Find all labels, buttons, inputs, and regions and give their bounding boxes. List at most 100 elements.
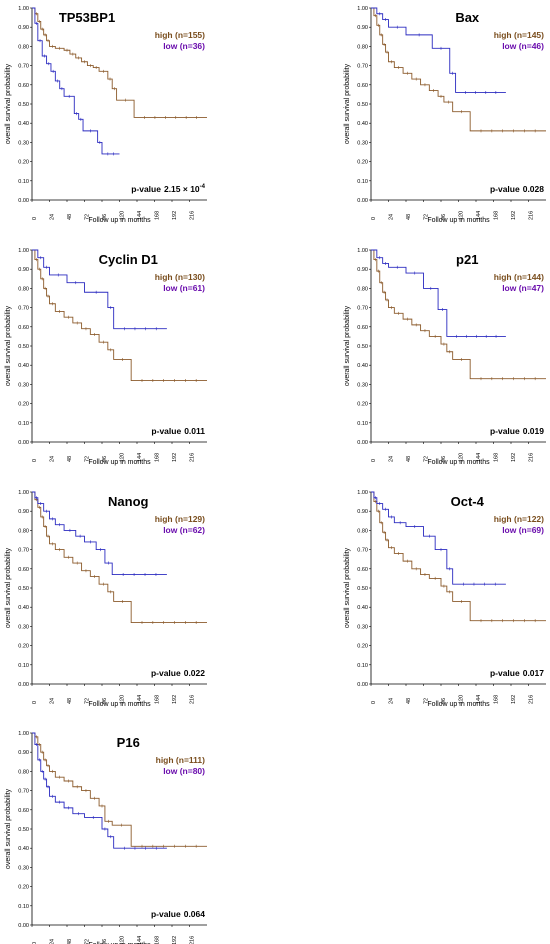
y-tick-label: 0.60	[18, 325, 29, 331]
y-axis-title: overall survival probability	[5, 63, 12, 144]
y-tick-label: 0.30	[357, 382, 368, 388]
y-tick-label: 0.50	[18, 827, 29, 833]
x-tick-label: 96	[102, 214, 108, 220]
y-tick-label: 0.10	[18, 904, 29, 910]
legend-high: high (n=111)	[156, 755, 206, 765]
y-tick-label: 1.00	[18, 490, 29, 496]
y-tick-label: 0.40	[18, 846, 29, 852]
x-axis-title: Follow up in months	[88, 217, 151, 224]
x-tick-label: 144	[137, 695, 143, 704]
x-axis-title: Follow up in months	[427, 701, 490, 708]
y-tick-label: 0.00	[18, 682, 29, 688]
panel-title: Cyclin D1	[99, 252, 158, 267]
y-tick-label: 1.00	[18, 731, 29, 737]
p-value-prefix: p-value	[490, 668, 520, 678]
p-value-number: 0.017	[523, 668, 545, 678]
legend-high: high (n=145)	[494, 30, 544, 40]
legend-high: high (n=122)	[494, 514, 544, 524]
x-tick-label: 192	[172, 936, 178, 944]
p-value-exponent: -4	[200, 184, 206, 190]
y-tick-label: 0.80	[357, 528, 368, 534]
y-tick-label: 0.20	[357, 402, 368, 408]
y-tick-label: 0.00	[357, 198, 368, 204]
survival-curve-high	[371, 7, 546, 132]
x-tick-label: 48	[67, 698, 73, 704]
survival-curve-low	[32, 7, 120, 155]
y-axis-title: overall survival probability	[5, 547, 12, 628]
panel-title: P16	[117, 735, 140, 750]
km-panel: 0.00 0.10 0.20 0.30 0.40 0.50 0.60 0.70 0.80 0.90…	[5, 490, 207, 708]
y-tick-label: 0.40	[18, 605, 29, 611]
y-tick-label: 0.40	[357, 605, 368, 611]
survival-curve-low	[32, 491, 167, 576]
x-tick-label: 24	[50, 456, 56, 462]
y-tick-label: 0.30	[357, 624, 368, 630]
y-tick-label: 0.70	[18, 789, 29, 795]
x-tick-label: 24	[50, 698, 56, 704]
x-tick-label: 216	[190, 695, 196, 704]
legend-low: low (n=47)	[502, 283, 544, 293]
y-tick-label: 0.10	[18, 179, 29, 185]
x-tick-label: 0	[371, 701, 377, 704]
y-tick-label: 0.20	[18, 160, 29, 166]
y-tick-label: 0.80	[18, 286, 29, 292]
km-panel: 0.00 0.10 0.20 0.30 0.40 0.50 0.60 0.70 0.80 0.90…	[5, 731, 207, 944]
km-panel: 0.00 0.10 0.20 0.30 0.40 0.50 0.60 0.70 0.80 0.90…	[344, 6, 546, 224]
y-tick-label: 0.90	[18, 750, 29, 756]
x-tick-label: 24	[50, 214, 56, 220]
y-tick-label: 0.30	[18, 382, 29, 388]
legend-high: high (n=129)	[155, 514, 205, 524]
x-tick-label: 144	[476, 211, 482, 220]
y-tick-label: 0.60	[18, 808, 29, 814]
survival-curve-high	[371, 491, 546, 622]
survival-curve-high	[32, 732, 207, 847]
x-axis-title: Follow up in months	[427, 459, 490, 466]
panel-title: TP53BP1	[59, 10, 115, 25]
y-tick-label: 0.70	[18, 306, 29, 312]
legend-low: low (n=80)	[163, 766, 205, 776]
p-value-label: p-value 0.017	[490, 668, 544, 678]
y-tick-label: 0.90	[18, 25, 29, 31]
x-tick-label: 168	[494, 453, 500, 462]
y-tick-label: 0.60	[357, 567, 368, 573]
x-tick-label: 72	[424, 456, 430, 462]
y-tick-label: 0.60	[18, 567, 29, 573]
y-tick-label: 0.30	[18, 140, 29, 146]
p-value-prefix: p-value	[151, 668, 181, 678]
y-tick-label: 0.80	[357, 286, 368, 292]
x-tick-label: 96	[441, 456, 447, 462]
p-value-number: 0.028	[523, 184, 545, 194]
y-tick-label: 0.30	[18, 865, 29, 871]
legend-low: low (n=61)	[163, 283, 205, 293]
y-axis-title: overall survival probability	[5, 305, 12, 386]
x-tick-label: 0	[32, 459, 38, 462]
x-tick-label: 24	[389, 456, 395, 462]
y-tick-label: 0.50	[18, 586, 29, 592]
panel-title: Oct-4	[451, 494, 485, 509]
y-tick-label: 0.70	[357, 548, 368, 554]
p-value-label: p-value 2.15 × 10-4	[131, 184, 205, 194]
x-tick-label: 120	[120, 211, 126, 220]
p-value-number: 2.15 × 10	[164, 184, 200, 194]
x-tick-label: 24	[389, 698, 395, 704]
y-tick-label: 0.50	[357, 102, 368, 108]
y-axis-title: overall survival probability	[5, 788, 12, 869]
y-tick-label: 0.80	[18, 44, 29, 50]
y-tick-label: 0.30	[357, 140, 368, 146]
x-tick-label: 96	[102, 456, 108, 462]
survival-curve-low	[371, 491, 506, 585]
y-tick-label: 0.70	[18, 548, 29, 554]
x-tick-label: 144	[476, 695, 482, 704]
y-tick-label: 0.80	[357, 44, 368, 50]
y-tick-label: 0.60	[357, 83, 368, 89]
x-tick-label: 120	[459, 695, 465, 704]
survival-curve-high	[32, 491, 207, 624]
p-value-prefix: p-value	[490, 184, 520, 194]
y-tick-label: 0.80	[18, 528, 29, 534]
x-tick-label: 24	[50, 939, 56, 944]
y-tick-label: 0.20	[357, 644, 368, 650]
p-value-label: p-value 0.022	[151, 668, 205, 678]
x-tick-label: 0	[32, 701, 38, 704]
y-tick-label: 0.60	[357, 325, 368, 331]
